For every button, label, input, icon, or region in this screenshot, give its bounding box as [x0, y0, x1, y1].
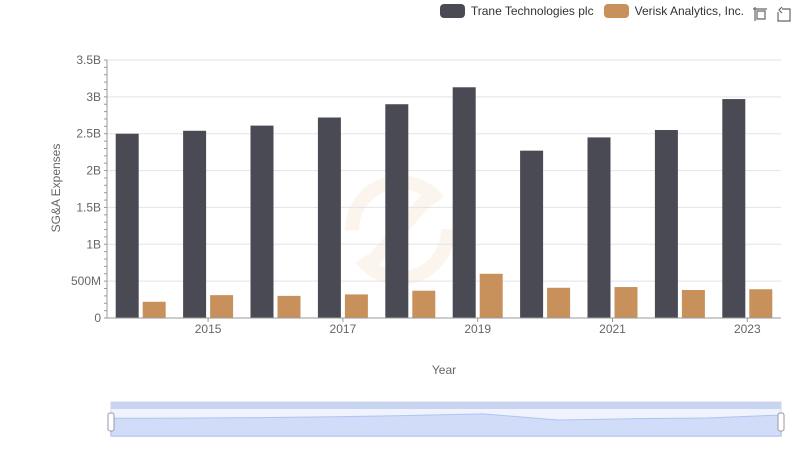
y-tick-label: 2B [86, 164, 101, 178]
grid-lines [107, 59, 781, 319]
legend-item-verisk[interactable]: Verisk Analytics, Inc. [603, 4, 744, 18]
bar-trane-2015[interactable] [183, 130, 207, 318]
legend-label-trane: Trane Technologies plc [470, 4, 594, 18]
zoom-icon[interactable] [752, 6, 768, 22]
bar-trane-2022[interactable] [654, 130, 678, 318]
legend-swatch-verisk [603, 4, 629, 18]
toolbox [752, 6, 792, 22]
slider-handle-left[interactable] [107, 412, 115, 432]
legend-swatch-trane [439, 4, 465, 18]
x-tick-label: 2015 [195, 322, 222, 336]
y-tick-label: 500M [71, 274, 101, 288]
y-tick-label: 2.5B [76, 127, 101, 141]
x-tick-label: 2023 [734, 322, 761, 336]
bars [115, 87, 773, 318]
bar-verisk-2017[interactable] [344, 294, 368, 318]
bar-verisk-2014[interactable] [142, 301, 166, 318]
y-tick-label: 3B [86, 90, 101, 104]
data-zoom-slider[interactable] [107, 401, 785, 437]
bar-verisk-2018[interactable] [412, 290, 436, 318]
bar-verisk-2022[interactable] [681, 289, 705, 318]
x-axis-title: Year [432, 363, 456, 377]
bar-verisk-2015[interactable] [210, 295, 234, 318]
x-axis: 2015 2017 2019 2021 2023 [107, 317, 781, 336]
bar-trane-2017[interactable] [317, 117, 341, 318]
bar-trane-2014[interactable] [115, 133, 139, 318]
bar-verisk-2016[interactable] [277, 295, 301, 318]
x-tick-label: 2017 [330, 322, 357, 336]
bar-trane-2020[interactable] [520, 150, 544, 318]
y-tick-label: 1B [86, 237, 101, 251]
y-tick-label: 0 [94, 311, 101, 325]
bar-verisk-2020[interactable] [547, 287, 571, 318]
bar-verisk-2021[interactable] [614, 287, 638, 318]
bar-trane-2016[interactable] [250, 125, 274, 318]
bar-trane-2018[interactable] [385, 104, 409, 318]
y-axis: 0 500M 1B 1.5B 2B 2.5B 3B 3.5B [71, 53, 108, 325]
restore-icon[interactable] [776, 6, 792, 22]
slider-top-bar [111, 402, 781, 409]
bar-trane-2021[interactable] [587, 137, 611, 318]
y-tick-label: 3.5B [76, 53, 101, 67]
legend-item-trane[interactable]: Trane Technologies plc [439, 4, 594, 18]
bar-trane-2019[interactable] [452, 87, 476, 318]
slider-selection [111, 409, 781, 436]
x-tick-label: 2019 [464, 322, 491, 336]
x-tick-label: 2021 [599, 322, 626, 336]
legend: Trane Technologies plc Verisk Analytics,… [439, 4, 744, 18]
legend-label-verisk: Verisk Analytics, Inc. [634, 4, 744, 18]
y-axis-title: SG&A Expenses [49, 144, 63, 233]
y-tick-label: 1.5B [76, 200, 101, 214]
bar-verisk-2019[interactable] [479, 273, 503, 318]
bar-trane-2023[interactable] [722, 99, 746, 318]
bar-verisk-2023[interactable] [749, 289, 773, 318]
slider-handle-right[interactable] [777, 412, 785, 432]
